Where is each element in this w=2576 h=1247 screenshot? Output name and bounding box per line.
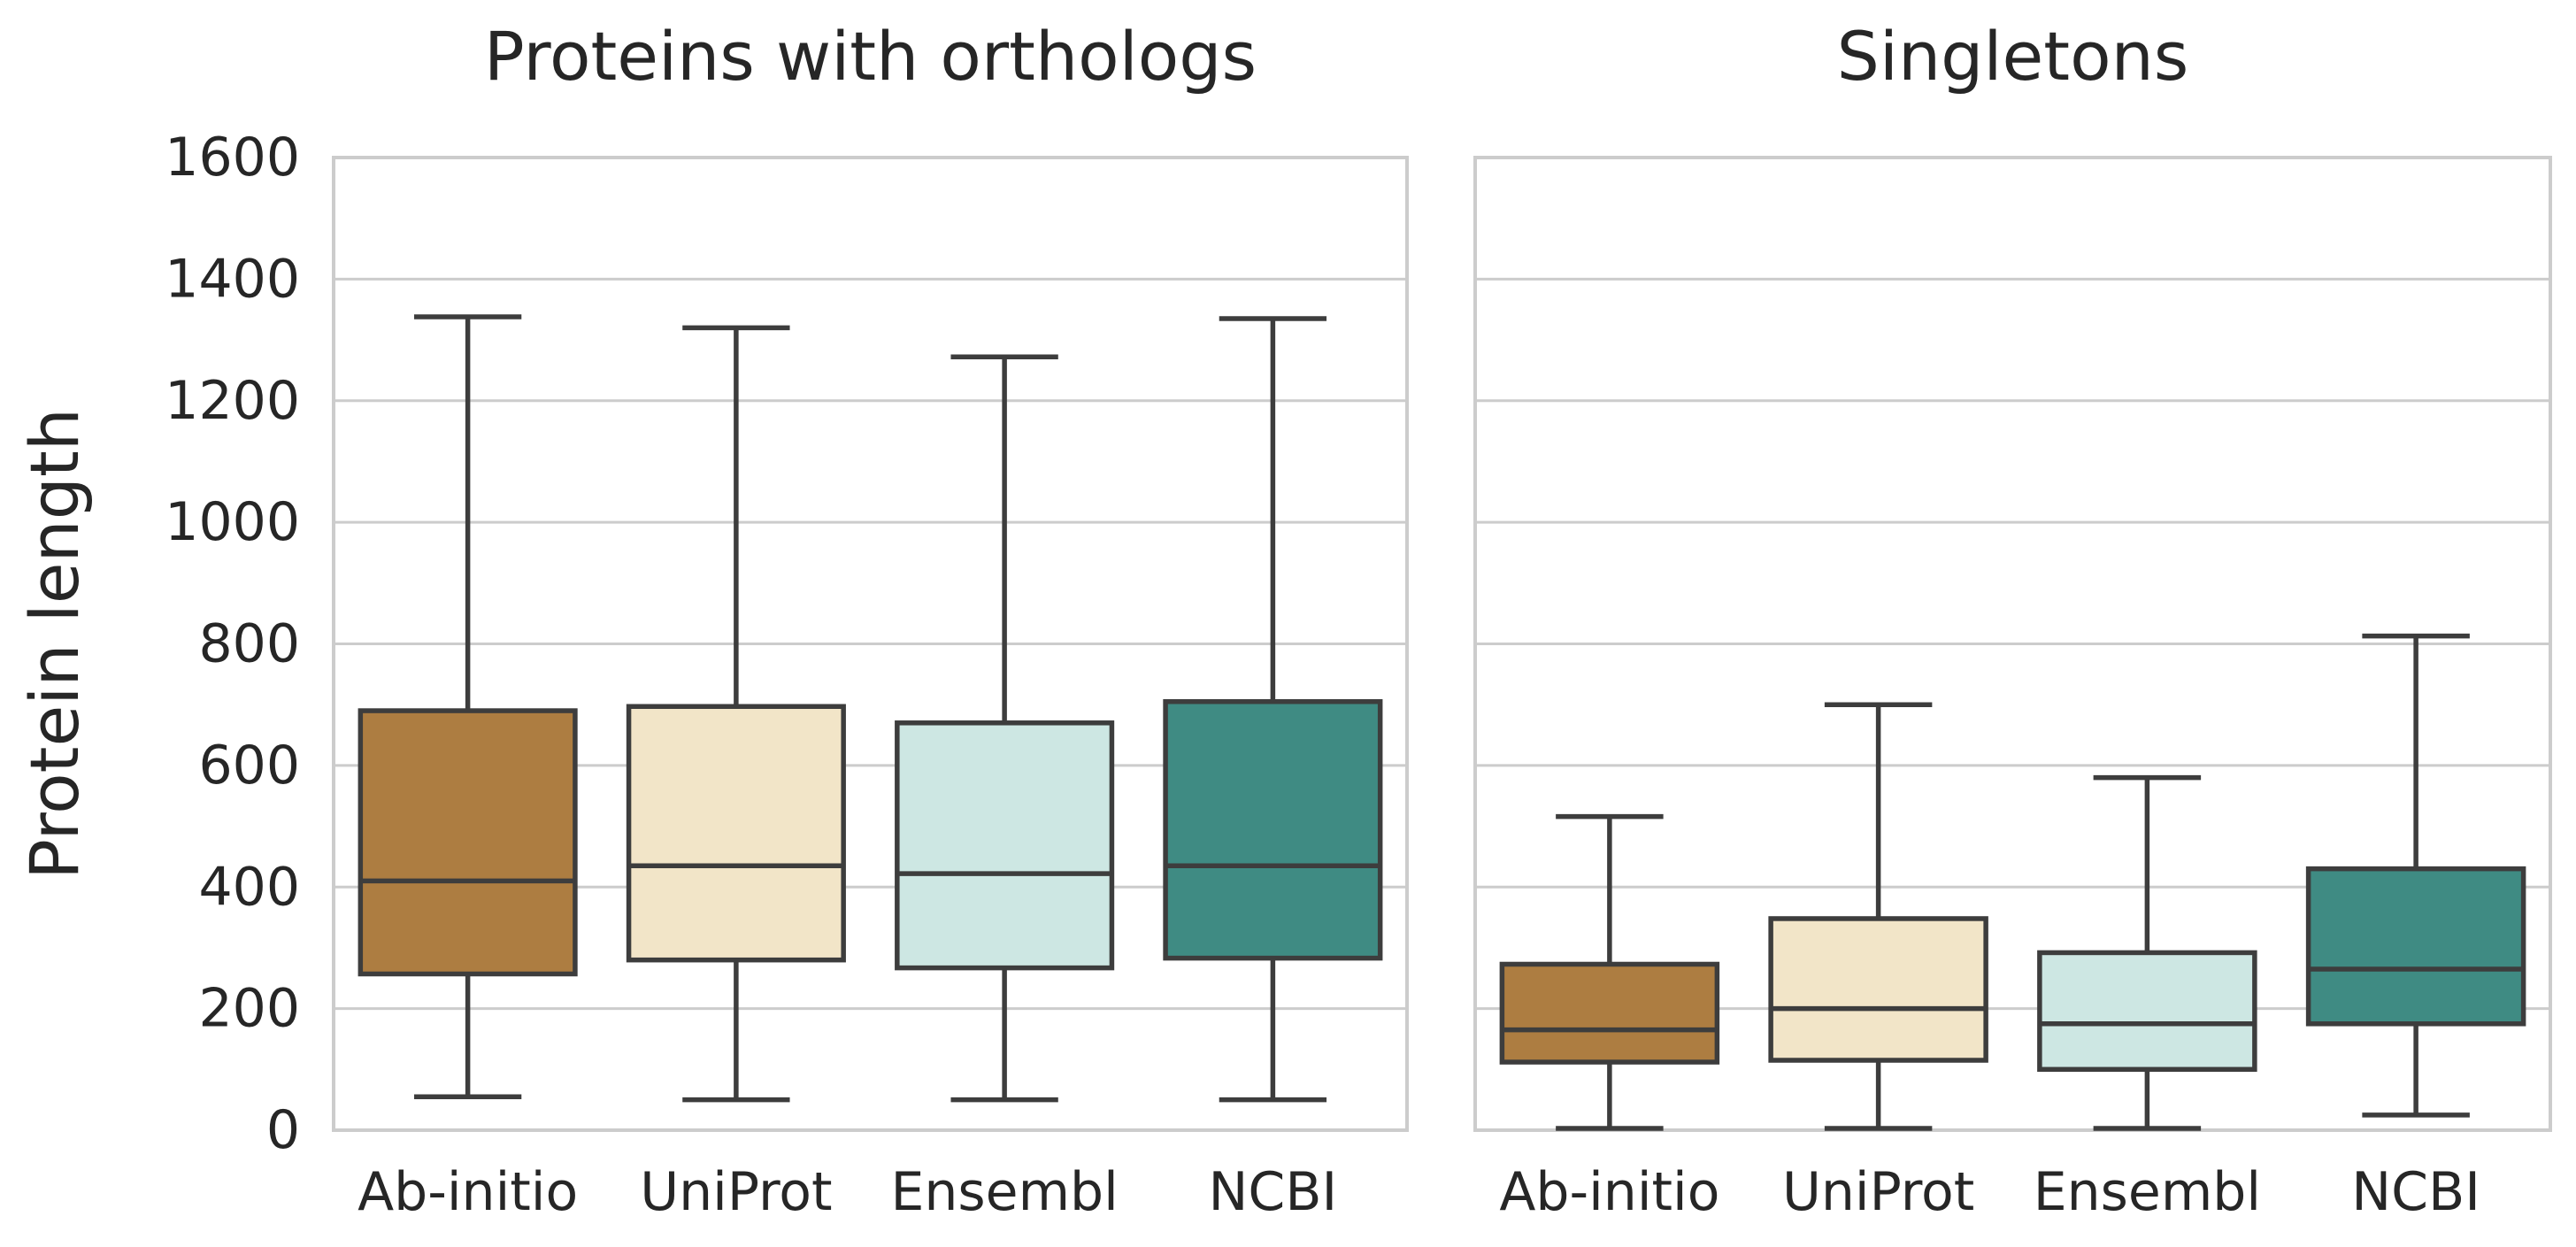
x-tick-label: UniProt <box>640 1161 832 1223</box>
x-tick-label: Ensembl <box>890 1161 1118 1223</box>
x-tick-label: UniProt <box>1782 1161 1974 1223</box>
y-axis-label: Protein length <box>15 408 94 880</box>
panel-title: Proteins with orthologs <box>484 17 1257 96</box>
box-uniprot <box>626 704 846 963</box>
plot-frame <box>1473 156 2552 1132</box>
x-tick-label: Ab-initio <box>1499 1161 1719 1223</box>
box-ncbi <box>1163 699 1383 961</box>
y-tick-label: 1400 <box>165 248 300 310</box>
x-tick-label: Ensembl <box>2034 1161 2261 1223</box>
panel-title: Singletons <box>1837 17 2189 96</box>
y-tick-label: 0 <box>266 1099 300 1161</box>
y-tick-label: 800 <box>198 613 300 675</box>
y-tick-label: 1200 <box>165 370 300 432</box>
box-ensembl <box>2037 950 2257 1073</box>
box-ab-initio <box>358 708 578 977</box>
plot-frame <box>332 156 1409 1132</box>
x-tick-label: NCBI <box>1209 1161 1338 1223</box>
x-tick-label: NCBI <box>2351 1161 2480 1223</box>
box-uniprot <box>1768 916 1988 1063</box>
y-tick-label: 1000 <box>165 491 300 553</box>
y-tick-label: 600 <box>198 735 300 797</box>
box-ncbi <box>2305 866 2526 1027</box>
y-tick-label: 200 <box>198 978 300 1040</box>
x-tick-label: Ab-initio <box>358 1161 578 1223</box>
box-ensembl <box>895 720 1115 971</box>
box-ab-initio <box>1499 961 1720 1065</box>
y-tick-label: 1600 <box>165 127 300 189</box>
y-tick-label: 400 <box>198 856 300 918</box>
